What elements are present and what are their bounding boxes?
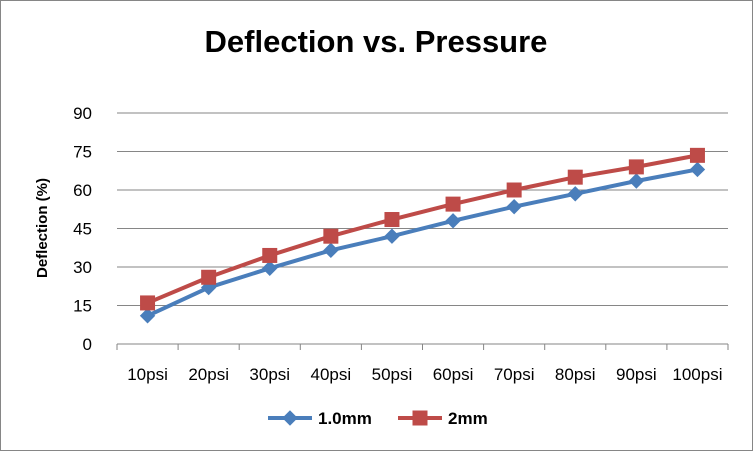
legend-label: 1.0mm	[318, 409, 372, 428]
data-point	[323, 228, 339, 244]
legend-item: 1.0mm	[268, 409, 372, 428]
data-point	[139, 308, 156, 324]
x-tick-label: 100psi	[672, 365, 722, 384]
data-point	[628, 159, 644, 175]
y-axis-label: Deflection (%)	[34, 178, 51, 278]
x-tick-label: 50psi	[372, 365, 413, 384]
series-line	[146, 167, 698, 318]
y-tick-label: 75	[73, 143, 92, 162]
x-tick-label: 60psi	[433, 365, 474, 384]
x-tick-label: 40psi	[311, 365, 352, 384]
data-point	[689, 161, 706, 178]
series-line	[146, 153, 698, 305]
legend-item: 2mm	[398, 409, 488, 428]
data-point	[567, 186, 583, 202]
y-tick-label: 30	[73, 258, 92, 277]
legend-marker	[412, 410, 428, 426]
legend: 1.0mm 2mm	[268, 409, 488, 428]
x-tick-label: 30psi	[249, 365, 290, 384]
data-point	[140, 295, 156, 311]
y-axis-ticks: 0 15 30 45 60 75 90	[73, 104, 92, 354]
data-point	[567, 169, 583, 185]
y-tick-label: 45	[73, 220, 92, 239]
x-tick-label: 80psi	[555, 365, 596, 384]
data-point	[445, 196, 461, 212]
y-tick-label: 15	[73, 297, 92, 316]
legend-label: 2mm	[448, 409, 488, 428]
chart-title: Deflection vs. Pressure	[205, 24, 548, 59]
y-tick-label: 90	[73, 104, 92, 123]
x-axis-ticks: 10psi 20psi 30psi 40psi 50psi 60psi 70psi 80psi…	[127, 365, 722, 384]
data-point	[262, 260, 278, 276]
legend-marker	[282, 410, 298, 426]
y-tick-label: 0	[83, 335, 92, 354]
data-point	[262, 247, 278, 263]
y-tick-label: 60	[73, 181, 92, 200]
x-axis	[116, 343, 729, 350]
series-1	[139, 161, 706, 324]
x-tick-label: 70psi	[494, 365, 535, 384]
gridlines	[117, 112, 728, 306]
x-tick-label: 20psi	[188, 365, 229, 384]
data-point	[628, 173, 645, 189]
series-group	[139, 147, 706, 324]
data-point	[506, 198, 522, 215]
x-tick-label: 90psi	[616, 365, 657, 384]
data-point	[201, 269, 217, 285]
data-point	[384, 212, 400, 228]
series-2	[140, 147, 705, 311]
data-point	[323, 242, 339, 259]
data-point	[506, 182, 522, 198]
data-point	[445, 213, 461, 229]
data-point	[384, 228, 400, 244]
x-tick-label: 10psi	[127, 365, 168, 384]
data-point	[689, 147, 705, 163]
